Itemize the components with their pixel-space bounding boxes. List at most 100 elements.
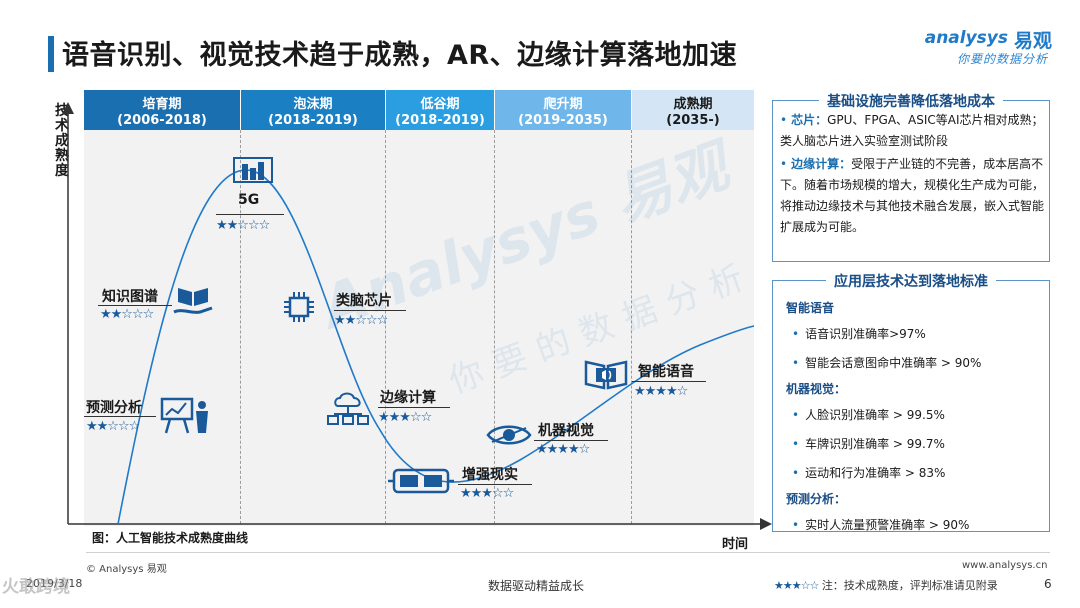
infra-item-text: 受限于产业链的不完善，成本居高不下。随着市场规模的增大，规模化生产成为可能，将推… [780,157,1045,234]
y-axis-label: 技术成熟度 [55,103,69,179]
node-rating-machine-vision: ★★★★☆ [536,442,590,457]
chip-icon [284,292,314,322]
footer-tagline: 数据驱动精益成长 [488,579,585,593]
node-rating-brain-chip: ★★☆☆☆ [334,313,388,328]
node-rating-smart-voice: ★★★★☆ [634,384,688,399]
phase-name: 培育期 [142,97,182,112]
phase-divider [494,130,495,524]
node-underline [534,440,608,441]
node-label-predictive-analytics: 预测分析 [86,400,142,416]
node-underline [458,484,532,485]
node-underline [334,310,406,311]
phase-header-4: 爬升期 (2019-2035) [495,90,631,130]
app-item-text: 车牌识别准确率 > 99.7% [805,437,945,451]
node-rating-5g: ★★☆☆☆ [216,218,270,233]
app-group-head: 机器视觉： [786,382,847,396]
node-rating-knowledge-graph: ★★☆☆☆ [100,307,154,322]
phase-years: (2035-) [666,113,720,128]
node-label-edge-computing: 边缘计算 [380,390,436,406]
phase-name: 爬升期 [543,97,583,112]
app-item-text: 人脸识别准确率 > 99.5% [805,408,945,422]
page-title: 语音识别、视觉技术趋于成熟，AR、边缘计算落地加速 [62,40,738,71]
app-item: • 人脸识别准确率 > 99.5% [792,408,945,422]
app-item-text: 智能会话意图命中准确率 > 90% [805,356,982,370]
chart-background [84,130,754,526]
brand-logo: analysys 易观 你要的数据分析 [902,24,1052,68]
phase-divider [631,130,632,524]
footer-website: www.analysys.cn [962,560,1048,571]
cloud-network-icon [327,392,369,425]
app-item: • 语音识别准确率>97% [792,327,926,341]
maturity-curve [117,169,755,525]
infra-item-head: 芯片： [791,113,828,127]
infra-item-chip: • 芯片：GPU、FPGA、ASIC等AI芯片相对成熟；类人脑芯片进入实验室测试阶… [780,113,1044,148]
app-item-text: 语音识别准确率>97% [805,327,926,341]
phase-name: 泡沫期 [293,97,333,112]
phase-header-1: 培育期 (2006-2018) [84,90,240,130]
footer-watermark: 火敢跨境 [2,577,70,597]
footer-date: 2019/3/18 [26,577,83,590]
page-number: 6 [1044,577,1052,591]
phase-header-2: 泡沫期 (2018-2019) [241,90,385,130]
phase-divider [240,130,241,524]
footer-note: ★★★☆☆ 注：技术成熟度，评判标准请见附录 [774,577,998,593]
title-accent-bar [48,36,54,72]
logo-cn: 易观 [1013,30,1052,52]
x-axis-label: 时间 [722,537,749,552]
presentation-icon [160,397,208,434]
footer-note-stars: ★★★☆☆ [774,579,819,592]
infra-panel-title-text: 基础设施完善降低落地成本 [819,94,1003,110]
node-label-brain-chip: 类脑芯片 [336,293,392,309]
footer-copyright: © Analysys 易观 [86,564,167,575]
node-label-augmented-reality: 增强现实 [462,467,518,483]
node-label-smart-voice: 智能语音 [638,364,694,380]
node-underline [84,416,156,417]
node-underline [378,407,450,408]
infra-item-edge: • 边缘计算：受限于产业链的不完善，成本居高不下。随着市场规模的增大，规模化生产成… [780,157,1045,234]
eye-icon [486,425,532,445]
chart-caption: 图：人工智能技术成熟度曲线 [92,531,249,545]
infra-panel-body: • 芯片：GPU、FPGA、ASIC等AI芯片相对成熟；类人脑芯片进入实验室测试阶… [780,110,1046,238]
app-group-head: 预测分析： [786,492,847,506]
node-underline [632,381,706,382]
app-panel-title: 应用层技术达到落地标准 [772,271,1050,291]
phase-header-3: 低谷期 (2018-2019) [386,90,494,130]
node-rating-augmented-reality: ★★★☆☆ [460,486,514,501]
app-item: • 运动和行为准确率 > 83% [792,466,946,480]
infra-panel-title: 基础设施完善降低落地成本 [772,91,1050,111]
phase-name: 低谷期 [420,97,460,112]
node-rating-predictive-analytics: ★★☆☆☆ [86,419,140,434]
phase-years: (2006-2018) [117,113,207,128]
phase-name: 成熟期 [673,97,713,112]
vr-glasses-icon [388,468,454,494]
app-item: • 车牌识别准确率 > 99.7% [792,437,945,451]
phase-divider [385,130,386,524]
node-underline [98,305,172,306]
phase-header-5: 成熟期 (2035-) [632,90,754,130]
footer-note-text: 注：技术成熟度，评判标准请见附录 [821,579,998,592]
node-label-knowledge-graph: 知识图谱 [102,289,158,305]
app-item-text: 运动和行为准确率 > 83% [805,466,946,480]
app-item: • 实时人流量预警准确率 > 90% [792,518,970,532]
phase-years: (2019-2035) [518,113,608,128]
open-book-hand-icon [173,288,213,314]
app-item: • 智能会话意图命中准确率 > 90% [792,356,982,370]
5g-building-icon [233,157,273,183]
audio-book-icon [584,360,628,390]
node-label-machine-vision: 机器视觉 [538,423,594,439]
logo-slogan: 你要的数据分析 [956,52,1048,66]
app-group-head: 智能语音 [786,301,835,315]
infra-item-text: GPU、FPGA、ASIC等AI芯片相对成熟；类人脑芯片进入实验室测试阶段 [780,113,1044,148]
node-underline [216,214,284,215]
app-item-text: 实时人流量预警准确率 > 90% [805,518,970,532]
app-panel-body: 智能语音 • 语音识别准确率>97% • 智能会话意图命中准确率 > 90% 机器视… [786,297,1048,540]
logo-en: analysys [924,28,1008,48]
phase-years: (2018-2019) [395,113,485,128]
phase-years: (2018-2019) [268,113,358,128]
footer-divider [86,552,1050,553]
node-rating-edge-computing: ★★★☆☆ [378,410,432,425]
app-panel-title-text: 应用层技术达到落地标准 [826,274,996,290]
node-label-5g: 5G [238,192,260,208]
infra-item-head: 边缘计算： [791,157,852,171]
